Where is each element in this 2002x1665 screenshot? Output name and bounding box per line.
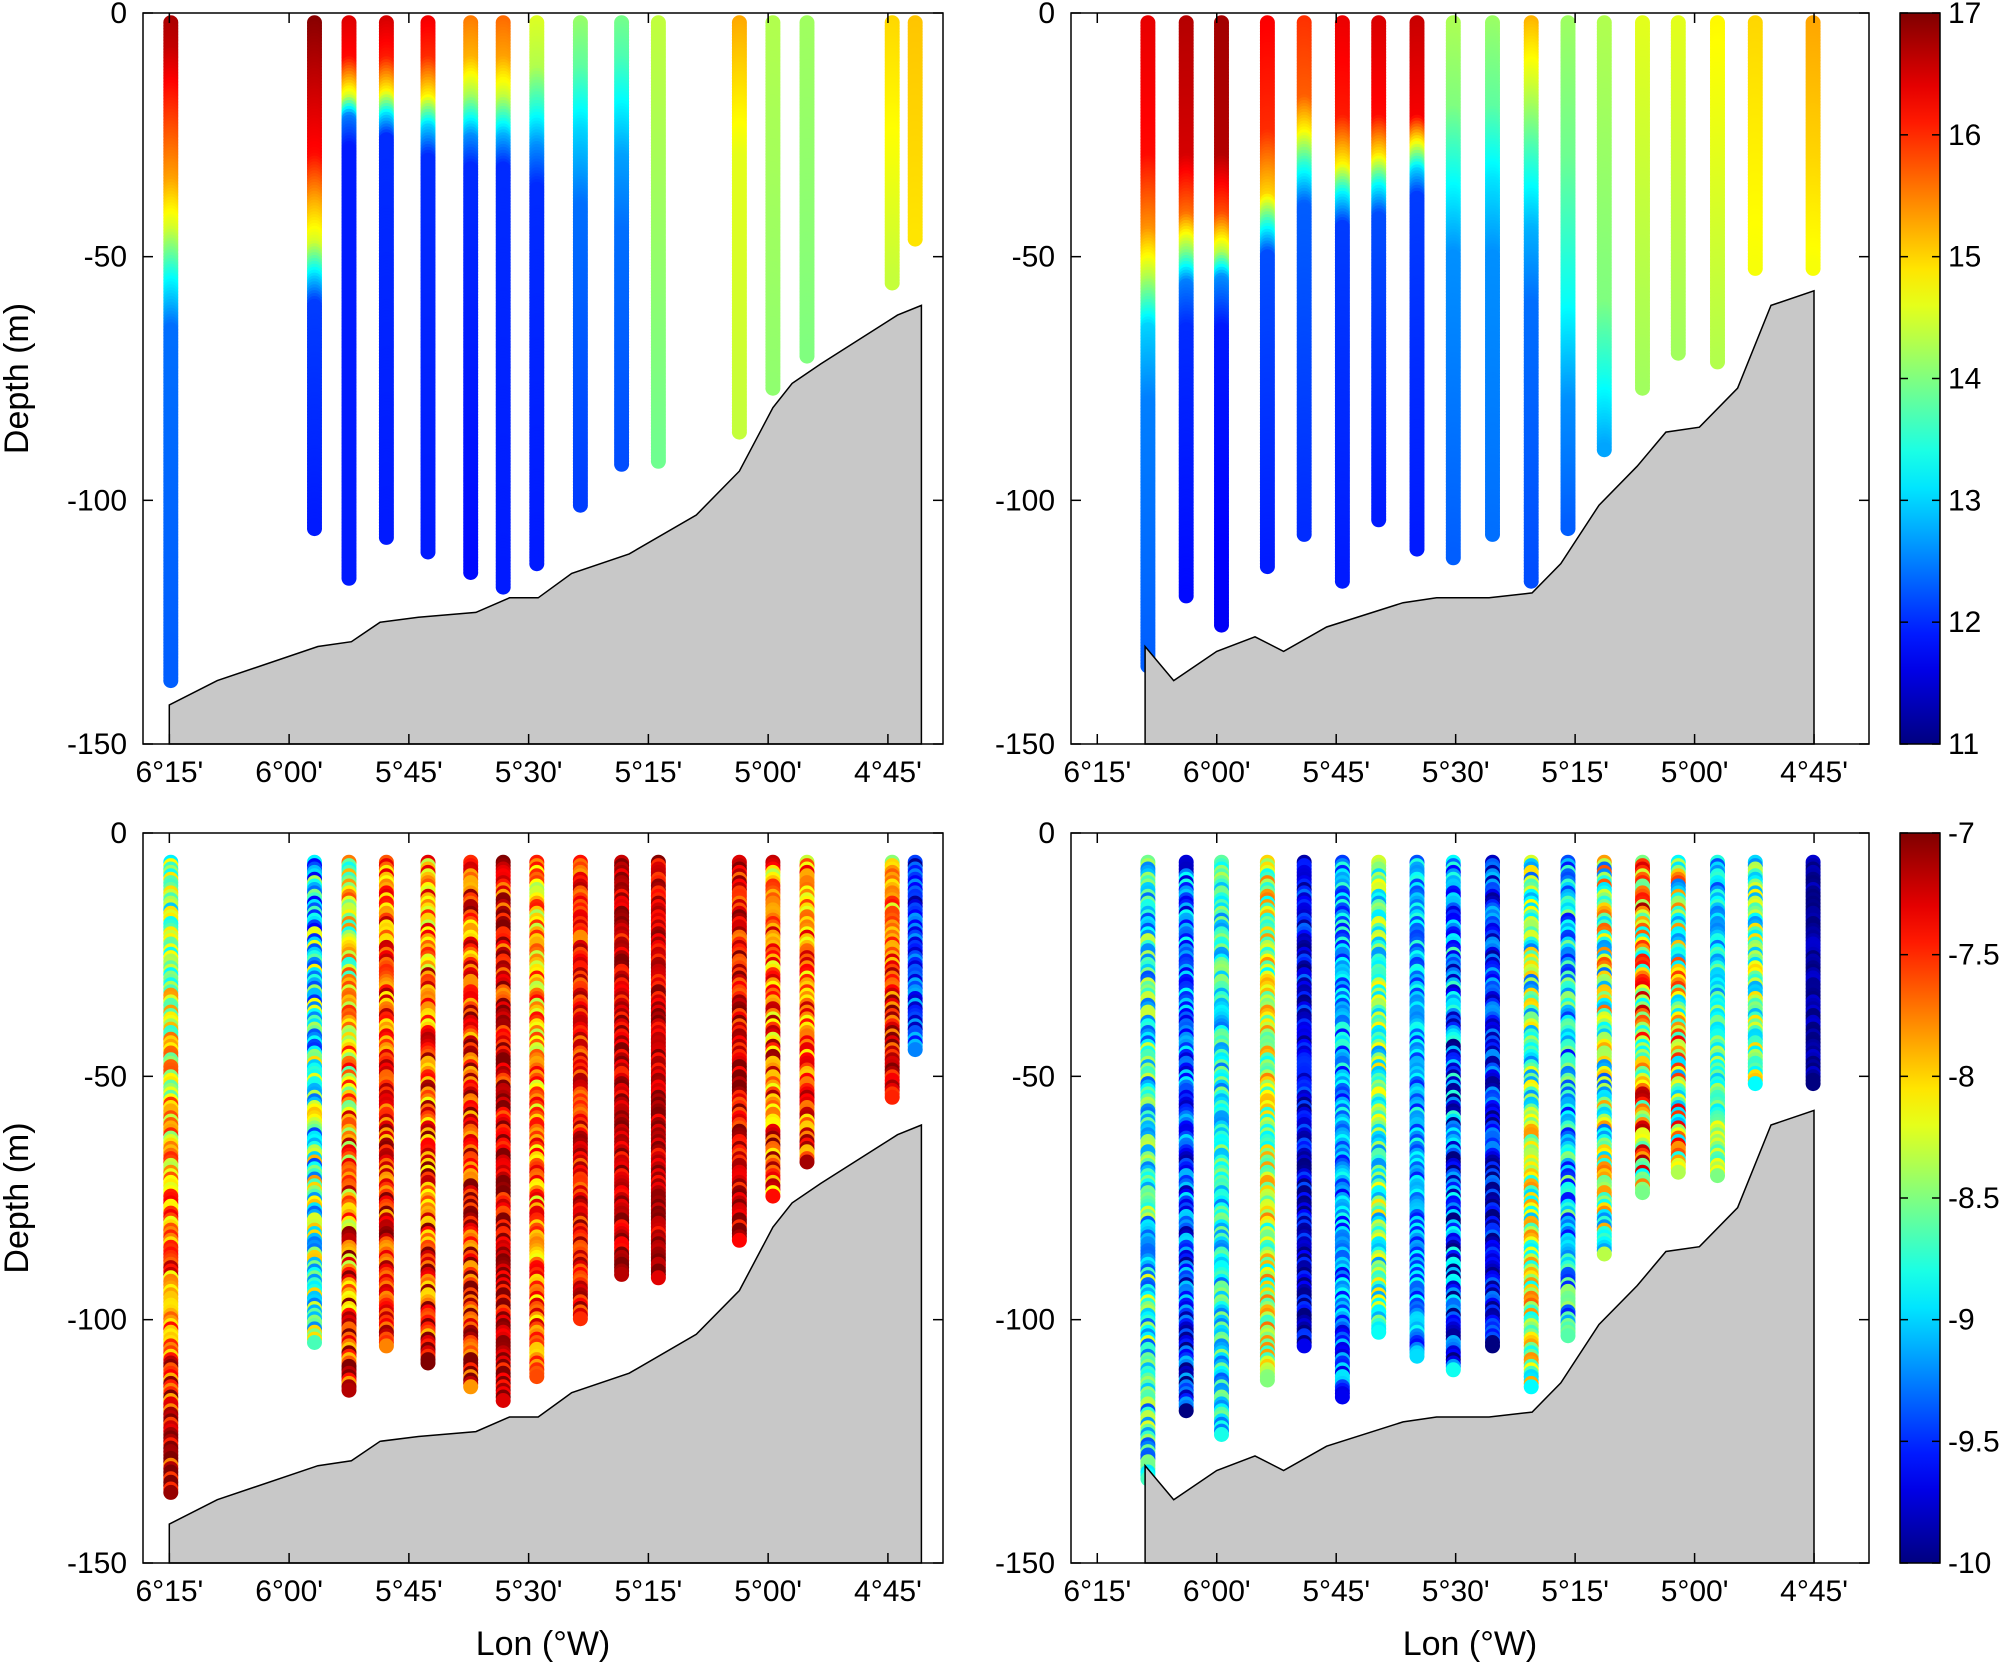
x-tick-label: 4°45' xyxy=(854,756,922,789)
x-tick-label: 6°00' xyxy=(255,756,323,789)
profile-5 xyxy=(420,15,436,560)
data-point xyxy=(799,348,815,364)
data-point xyxy=(1334,573,1350,589)
data-point xyxy=(1371,512,1387,528)
profile-11 xyxy=(1523,15,1539,589)
profile-10 xyxy=(1485,15,1500,542)
profile-16 xyxy=(907,15,923,247)
data-point xyxy=(163,673,179,689)
profile-5 xyxy=(1296,15,1312,542)
x-tick-label: 5°30' xyxy=(495,756,563,789)
profile-1 xyxy=(1140,15,1156,674)
data-point xyxy=(572,497,588,513)
data-point xyxy=(1485,526,1500,542)
data-point xyxy=(1445,550,1461,566)
profile-10 xyxy=(614,15,630,472)
y-axis-label: Depth (m) xyxy=(0,303,36,454)
y-tick-label: -50 xyxy=(84,241,127,274)
data-point xyxy=(1523,573,1539,589)
profile-3 xyxy=(1214,15,1229,633)
profile-9 xyxy=(1445,15,1461,566)
data-point xyxy=(341,570,357,586)
profile-12 xyxy=(731,15,747,440)
profile-6 xyxy=(463,15,479,580)
x-tick-label: 5°45' xyxy=(375,756,443,789)
data-point xyxy=(1259,559,1275,575)
data-point xyxy=(1296,526,1312,542)
x-tick-label: 5°00' xyxy=(734,756,802,789)
data-point xyxy=(529,556,545,572)
x-tick-label: 5°15' xyxy=(614,756,682,789)
y-tick-label: -100 xyxy=(67,484,127,517)
data-point xyxy=(1178,588,1194,604)
data-point xyxy=(765,380,781,396)
data-point xyxy=(378,529,394,545)
y-tick-label: -150 xyxy=(67,728,127,761)
profile-7 xyxy=(495,15,511,595)
profile-2 xyxy=(307,15,322,537)
profile-14 xyxy=(799,15,815,364)
data-point xyxy=(731,424,747,440)
profile-4 xyxy=(1259,15,1275,575)
profile-15 xyxy=(884,15,900,291)
data-point xyxy=(907,231,923,247)
profile-1 xyxy=(163,15,179,689)
profile-8 xyxy=(1409,15,1425,557)
profile-9 xyxy=(572,15,588,513)
data-point xyxy=(614,456,630,472)
profile-13 xyxy=(765,15,781,396)
profile-8 xyxy=(529,15,545,572)
data-point xyxy=(1560,521,1576,537)
data-point xyxy=(463,565,479,580)
profile-2 xyxy=(1178,15,1194,604)
data-point xyxy=(420,544,436,560)
data-point xyxy=(650,453,666,469)
x-tick-label: 6°15' xyxy=(135,756,203,789)
data-point xyxy=(307,521,322,537)
data-point xyxy=(1409,541,1425,557)
profile-13 xyxy=(1596,15,1612,458)
data-point xyxy=(495,579,511,595)
data-point xyxy=(1214,617,1229,633)
profiles xyxy=(163,15,923,689)
data-point xyxy=(884,275,900,291)
profile-6 xyxy=(1334,15,1350,589)
profile-3 xyxy=(341,15,357,586)
profile-11 xyxy=(650,15,666,469)
profile-12 xyxy=(1560,15,1576,537)
profile-7 xyxy=(1371,15,1387,528)
y-tick-label: 0 xyxy=(110,0,127,30)
profile-4 xyxy=(378,15,394,545)
